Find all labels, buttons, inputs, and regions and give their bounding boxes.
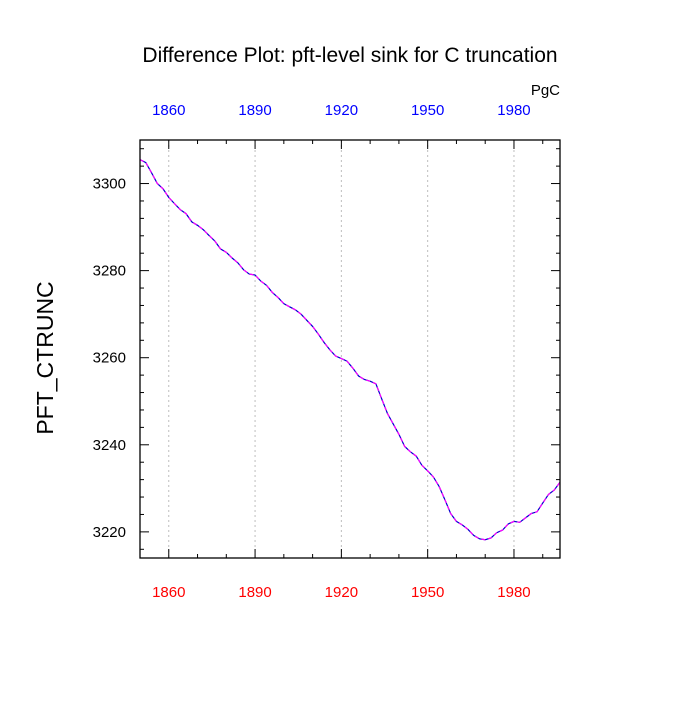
x-tick-label-bottom: 1890 (238, 584, 271, 601)
series-line-dashed (139, 159, 561, 541)
y-tick-label: 3260 (93, 350, 126, 367)
y-tick-label: 3300 (93, 176, 126, 193)
x-tick-label-bottom: 1950 (411, 584, 444, 601)
y-tick-label: 3280 (93, 263, 126, 280)
x-tick-label-bottom: 1860 (152, 584, 185, 601)
y-tick-label: 3220 (93, 524, 126, 541)
x-tick-label-bottom: 1920 (325, 584, 358, 601)
gridlines (168, 140, 515, 558)
x-tick-label-top: 1950 (411, 102, 444, 119)
x-tick-label-top: 1860 (152, 102, 185, 119)
tick-labels: 1860 1860 1890 1890 1920 1920 1950 1950 1980 1980… (93, 102, 531, 601)
x-tick-label-top: 1980 (497, 102, 530, 119)
chart-title: Difference Plot: pft-level sink for C tr… (142, 44, 557, 67)
units-label: PgC (531, 82, 560, 99)
axis-ticks (139, 140, 560, 558)
x-tick-label-bottom: 1980 (497, 584, 530, 601)
series-lines (139, 159, 561, 541)
series-line-solid (139, 159, 561, 541)
y-tick-label: 3240 (93, 437, 126, 454)
y-axis-label: PFT_CTRUNC (32, 281, 58, 434)
plot-frame (139, 139, 561, 559)
x-tick-label-top: 1920 (325, 102, 358, 119)
x-tick-label-top: 1890 (238, 102, 271, 119)
